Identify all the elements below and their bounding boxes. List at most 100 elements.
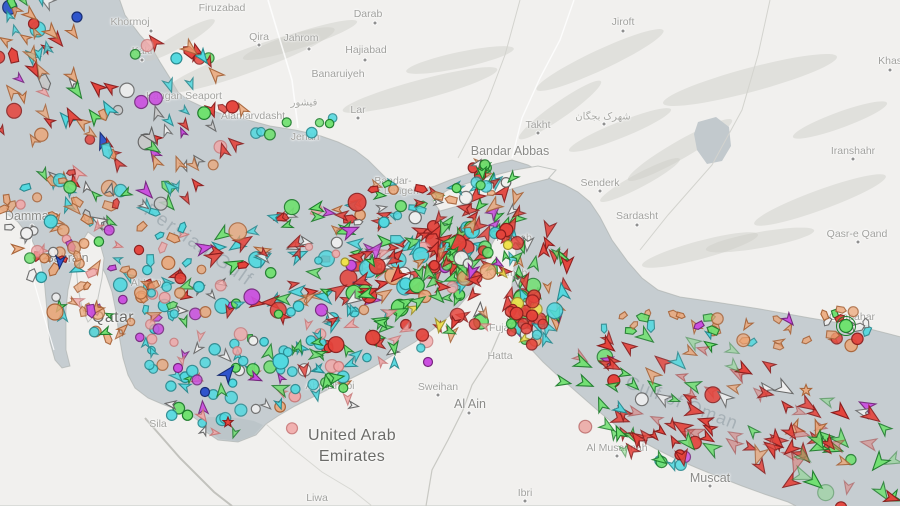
vessel-marker[interactable] [735, 361, 754, 379]
vessel-marker[interactable] [456, 202, 471, 214]
vessel-marker[interactable] [247, 335, 259, 346]
vessel-marker[interactable] [821, 435, 838, 453]
vessel-marker[interactable] [465, 288, 480, 303]
vessel-marker[interactable] [758, 387, 774, 401]
vessel-marker[interactable] [148, 91, 163, 106]
vessel-marker[interactable] [126, 317, 136, 327]
vessel-marker[interactable] [685, 402, 705, 419]
vessel-marker[interactable] [365, 329, 381, 346]
vessel-marker[interactable] [35, 271, 48, 284]
vessel-marker[interactable] [225, 134, 243, 151]
vessel-marker[interactable] [314, 303, 329, 317]
vessel-marker[interactable] [655, 425, 668, 437]
vessel-marker[interactable] [87, 78, 106, 97]
vessel-marker[interactable] [676, 312, 686, 320]
vessel-marker[interactable] [489, 176, 501, 188]
vessel-marker[interactable] [642, 364, 662, 384]
vessel-marker[interactable] [31, 192, 43, 203]
vessel-marker[interactable] [12, 244, 25, 254]
vessel-marker[interactable] [230, 428, 240, 439]
vessel-marker[interactable] [217, 142, 231, 158]
vessel-marker[interactable] [647, 320, 654, 332]
vessel-marker[interactable] [394, 200, 407, 213]
vessel-marker[interactable] [0, 125, 7, 136]
vessel-marker[interactable] [144, 359, 155, 371]
vessel-marker[interactable] [636, 312, 650, 322]
vessel-marker[interactable] [817, 484, 835, 502]
vessel-marker[interactable] [343, 291, 362, 309]
vessel-marker[interactable] [408, 277, 425, 294]
vessel-marker[interactable] [37, 167, 51, 182]
vessel-marker[interactable] [826, 330, 840, 339]
vessel-marker[interactable] [414, 256, 427, 268]
vessel-marker[interactable] [505, 204, 519, 218]
vessel-marker[interactable] [113, 329, 125, 341]
vessel-marker[interactable] [303, 320, 312, 331]
vessel-marker[interactable] [191, 343, 204, 356]
vessel-marker[interactable] [749, 445, 768, 467]
vessel-marker[interactable] [419, 229, 431, 240]
vessel-marker[interactable] [187, 158, 202, 173]
vessel-marker[interactable] [543, 282, 552, 293]
vessel-marker[interactable] [415, 328, 430, 342]
vessel-marker[interactable] [112, 198, 120, 209]
vessel-marker[interactable] [46, 303, 64, 321]
vessel-marker[interactable] [302, 290, 318, 304]
vessel-marker[interactable] [169, 337, 179, 347]
vessel-marker[interactable] [234, 299, 246, 309]
vessel-marker[interactable] [487, 190, 495, 195]
vessel-marker[interactable] [458, 190, 474, 205]
vessel-marker[interactable] [443, 232, 460, 249]
vessel-marker[interactable] [196, 409, 210, 424]
vessel-marker[interactable] [166, 232, 181, 244]
vessel-marker[interactable] [842, 481, 854, 495]
vessel-marker[interactable] [3, 194, 11, 205]
vessel-marker[interactable] [157, 242, 167, 255]
vessel-marker[interactable] [436, 281, 450, 292]
vessel-marker[interactable] [428, 239, 443, 256]
vessel-marker[interactable] [47, 246, 59, 258]
vessel-marker[interactable] [792, 443, 815, 467]
vessel-marker[interactable] [410, 292, 428, 309]
vessel-marker[interactable] [745, 423, 760, 439]
vessel-marker[interactable] [19, 183, 31, 192]
vessel-marker[interactable] [237, 355, 249, 367]
vessel-marker[interactable] [405, 235, 422, 250]
vessel-marker[interactable] [42, 23, 62, 43]
vessel-marker[interactable] [683, 345, 699, 359]
vessel-marker[interactable] [782, 423, 800, 442]
vessel-marker[interactable] [182, 257, 193, 268]
vessel-marker[interactable] [781, 439, 801, 458]
vessel-marker[interactable] [264, 266, 277, 279]
vessel-marker[interactable] [43, 214, 58, 229]
vessel-marker[interactable] [232, 346, 243, 356]
vessel-marker[interactable] [119, 82, 135, 99]
vessel-marker[interactable] [525, 309, 539, 322]
vessel-marker[interactable] [272, 352, 289, 370]
vessel-marker[interactable] [158, 291, 171, 304]
vessel-marker[interactable] [311, 337, 323, 347]
vessel-marker[interactable] [347, 303, 357, 314]
vessel-marker[interactable] [753, 459, 770, 477]
vessel-marker[interactable] [619, 338, 637, 355]
vessel-marker[interactable] [333, 360, 345, 372]
vessel-marker[interactable] [194, 48, 211, 66]
vessel-marker[interactable] [178, 356, 186, 366]
vessel-marker[interactable] [218, 362, 239, 383]
vessel-marker[interactable] [329, 371, 345, 384]
vessel-marker[interactable] [139, 200, 151, 211]
vessel-marker[interactable] [415, 184, 428, 194]
vessel-marker[interactable] [180, 106, 192, 117]
vessel-marker[interactable] [18, 32, 31, 45]
vessel-marker[interactable] [836, 316, 856, 336]
vessel-marker[interactable] [431, 211, 445, 226]
vessel-marker[interactable] [653, 389, 672, 407]
vessel-marker[interactable] [636, 326, 658, 347]
vessel-marker[interactable] [51, 292, 61, 302]
vessel-marker[interactable] [205, 64, 224, 83]
vessel-marker[interactable] [117, 294, 128, 305]
vessel-marker[interactable] [492, 258, 505, 270]
vessel-marker[interactable] [206, 121, 219, 134]
vessel-marker[interactable] [197, 106, 212, 120]
vessel-marker[interactable] [706, 324, 720, 335]
